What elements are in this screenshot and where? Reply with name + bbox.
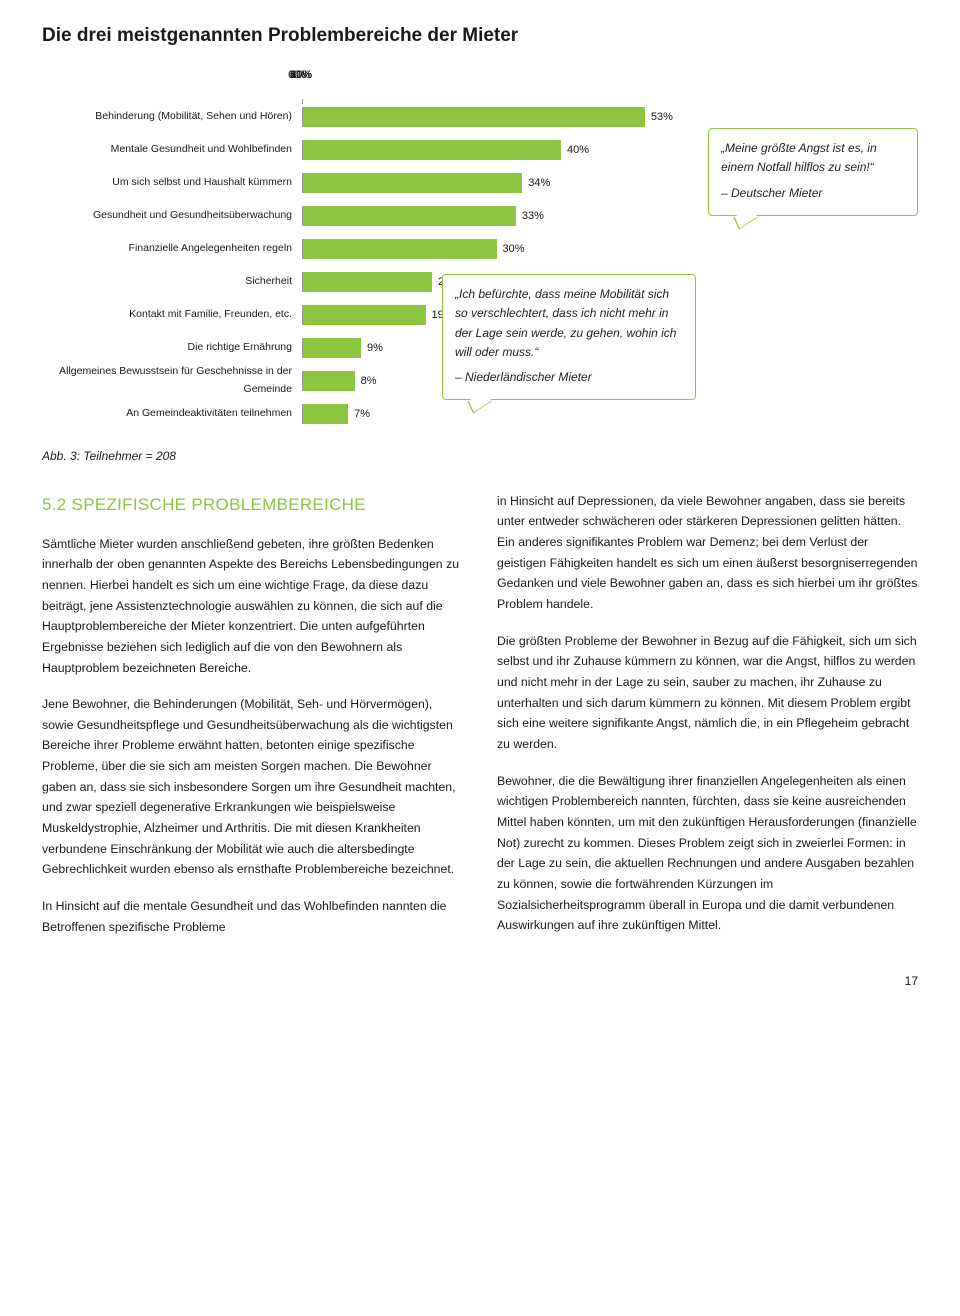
bar-label: Kontakt mit Familie, Freunden, etc. bbox=[42, 306, 302, 324]
bar-track: 7% bbox=[302, 404, 690, 424]
bar-label: Sicherheit bbox=[42, 273, 302, 291]
bar-value: 34% bbox=[522, 173, 550, 193]
bar-track: 33% bbox=[302, 206, 690, 226]
bar-label: Finanzielle Angelegenheiten regeln bbox=[42, 240, 302, 258]
bar-value: 40% bbox=[561, 140, 589, 160]
bar-track: 40% bbox=[302, 140, 690, 160]
bar-value: 33% bbox=[516, 206, 544, 226]
chart-row: An Gemeindeaktivitäten teilnehmen 7% bbox=[42, 397, 690, 430]
bar-value: 8% bbox=[355, 371, 377, 391]
bar-value: 53% bbox=[645, 107, 673, 127]
quote-text: „Meine größte Angst ist es, in einem Not… bbox=[721, 141, 877, 174]
bar bbox=[303, 206, 516, 226]
quote-attr: – Niederländischer Mieter bbox=[455, 368, 683, 387]
bar bbox=[303, 173, 522, 193]
bar bbox=[303, 305, 426, 325]
bar bbox=[303, 272, 432, 292]
chart-row: Finanzielle Angelegenheiten regeln 30% bbox=[42, 232, 690, 265]
section-heading: 5.2 SPEZIFISCHE PROBLEMBEREICHE bbox=[42, 491, 463, 520]
bar-value: 7% bbox=[348, 404, 370, 424]
bar-label: Behinderung (Mobilität, Sehen und Hören) bbox=[42, 108, 302, 126]
bar-label: Gesundheit und Gesundheitsüberwachung bbox=[42, 207, 302, 225]
bar bbox=[303, 140, 561, 160]
bar-label: Mentale Gesundheit und Wohlbefinden bbox=[42, 141, 302, 159]
chart-row: Um sich selbst und Haushalt kümmern 34% bbox=[42, 166, 690, 199]
body-paragraph: Sämtliche Mieter wurden anschließend geb… bbox=[42, 534, 463, 679]
quote-box-2: „Ich befürchte, dass meine Mobilität sic… bbox=[442, 274, 696, 400]
left-column: 5.2 SPEZIFISCHE PROBLEMBEREICHE Sämtlich… bbox=[42, 491, 463, 954]
figure-caption: Abb. 3: Teilnehmer = 208 bbox=[42, 446, 918, 466]
body-paragraph: in Hinsicht auf Depressionen, da viele B… bbox=[497, 491, 918, 615]
bar-track: 30% bbox=[302, 239, 690, 259]
bar-value: 9% bbox=[361, 338, 383, 358]
bar bbox=[303, 371, 355, 391]
bar-label: Um sich selbst und Haushalt kümmern bbox=[42, 174, 302, 192]
body-paragraph: Die größten Probleme der Bewohner in Bez… bbox=[497, 631, 918, 755]
bar bbox=[303, 239, 497, 259]
body-paragraph: Bewohner, die die Bewältigung ihrer fina… bbox=[497, 771, 918, 936]
chart-title: Die drei meistgenannten Problembereiche … bbox=[42, 20, 918, 52]
chart-row: Mentale Gesundheit und Wohlbefinden 40% bbox=[42, 133, 690, 166]
bar-label: Allgemeines Bewusstsein für Geschehnisse… bbox=[42, 363, 302, 399]
bar-track: 53% bbox=[302, 107, 690, 127]
text-columns: 5.2 SPEZIFISCHE PROBLEMBEREICHE Sämtlich… bbox=[42, 491, 918, 954]
bar bbox=[303, 404, 348, 424]
body-paragraph: In Hinsicht auf die mentale Gesundheit u… bbox=[42, 896, 463, 937]
page-number: 17 bbox=[42, 971, 918, 991]
quote-box-1: „Meine größte Angst ist es, in einem Not… bbox=[708, 128, 918, 216]
chart-row: Gesundheit und Gesundheitsüberwachung 33% bbox=[42, 199, 690, 232]
bar bbox=[303, 107, 645, 127]
body-paragraph: Jene Bewohner, die Behinderungen (Mobili… bbox=[42, 694, 463, 880]
quote-text: „Ich befürchte, dass meine Mobilität sic… bbox=[455, 287, 676, 359]
chart-row: Behinderung (Mobilität, Sehen und Hören)… bbox=[42, 100, 690, 133]
bar-label: Die richtige Ernährung bbox=[42, 339, 302, 357]
quote-attr: – Deutscher Mieter bbox=[721, 184, 905, 203]
right-column: in Hinsicht auf Depressionen, da viele B… bbox=[497, 491, 918, 954]
bar-label: An Gemeindeaktivitäten teilnehmen bbox=[42, 405, 302, 423]
bar bbox=[303, 338, 361, 358]
bar-track: 34% bbox=[302, 173, 690, 193]
bar-value: 30% bbox=[497, 239, 525, 259]
